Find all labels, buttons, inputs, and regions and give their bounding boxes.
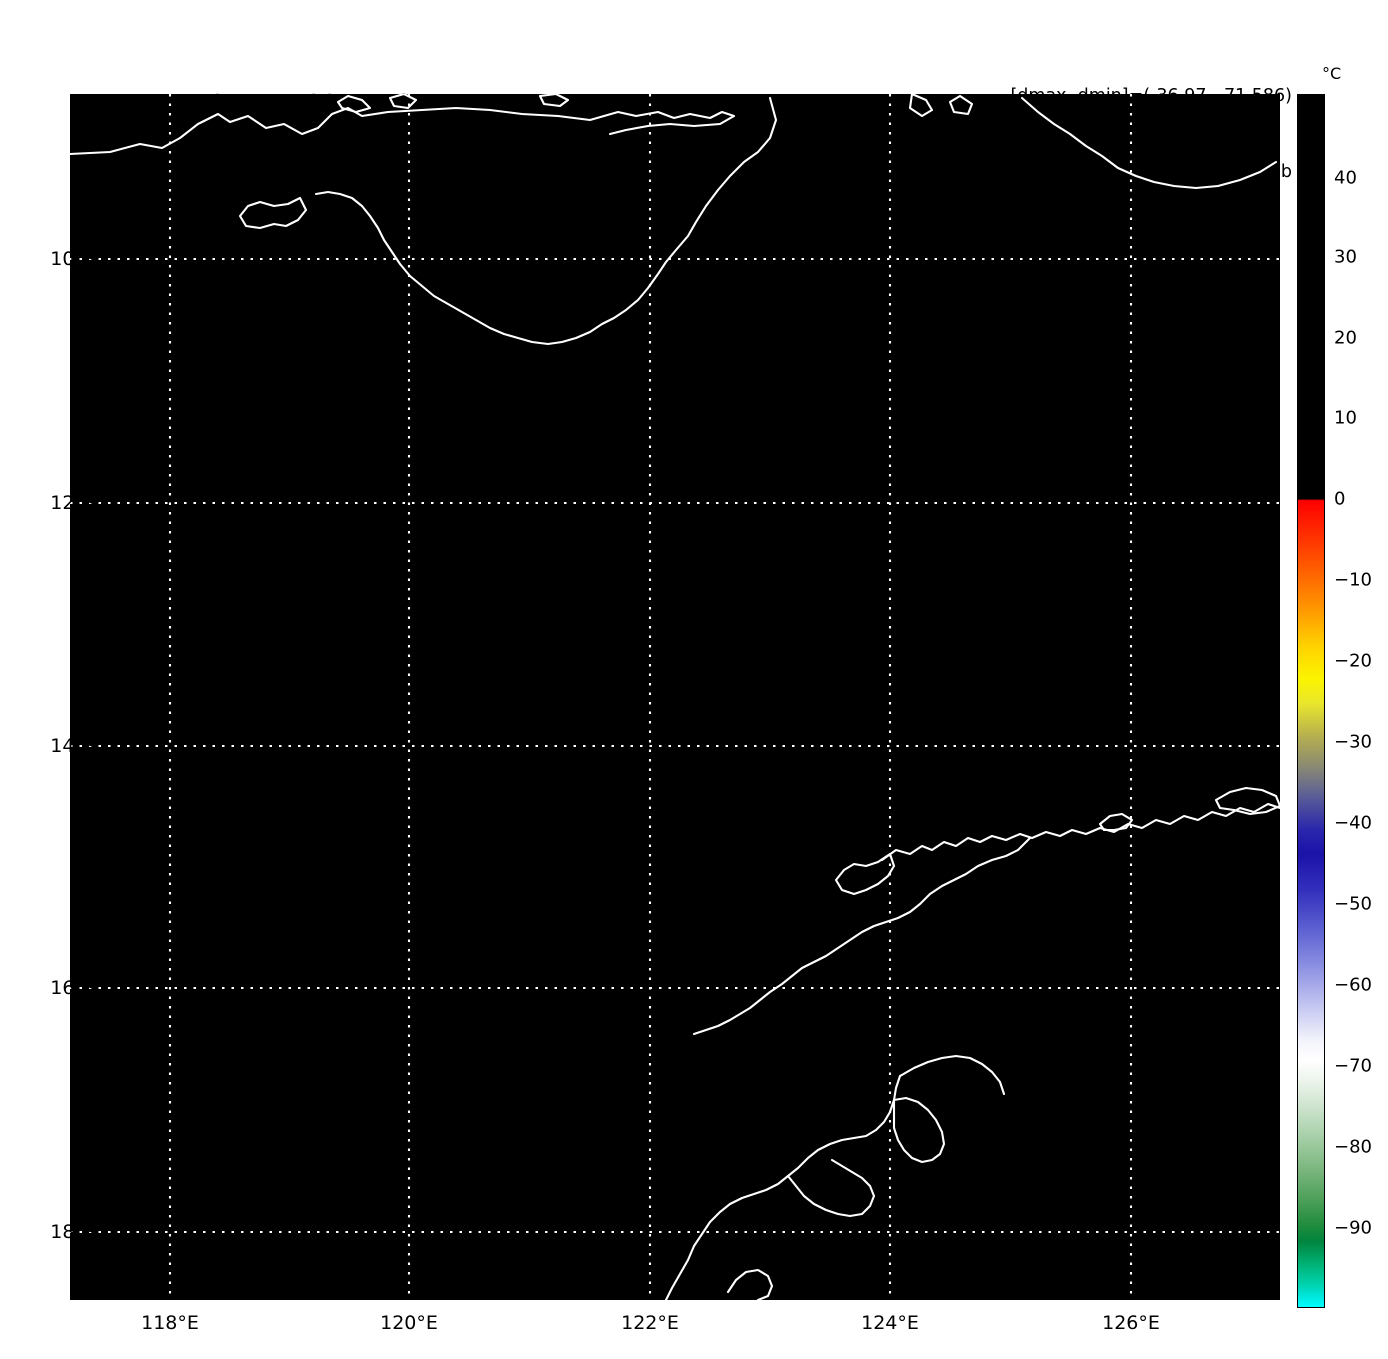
colorbar-tick-m80: −80 [1334,1136,1372,1158]
colorbar-tick-m10: −10 [1334,569,1372,591]
colorbar-tick-10: 10 [1334,407,1357,429]
colorbar-tick-m90: −90 [1334,1217,1372,1239]
temperature-colorbar [1297,94,1325,1308]
colorbar-tick-m30: −30 [1334,731,1372,753]
satellite-image-map: Copyright © 2020-2025 Dapiya [70,94,1280,1300]
colorbar-unit-label: °C [1322,64,1342,83]
lon-tick-124e: 124°E [861,1312,919,1334]
lon-tick-122e: 122°E [621,1312,679,1334]
lat-tick-12s: 12°S [50,492,96,514]
colorbar-tick-m40: −40 [1334,812,1372,834]
colorbar-tick-m20: −20 [1334,650,1372,672]
colorbar-tick-40: 40 [1334,167,1357,189]
colorbar-tick-m50: −50 [1334,893,1372,915]
lat-tick-18s: 18°S [50,1221,96,1243]
colorbar-tick-20: 20 [1334,327,1357,349]
lat-tick-16s: 16°S [50,977,96,999]
lon-tick-120e: 120°E [380,1312,438,1334]
colorbar-tick-30: 30 [1334,246,1357,268]
colorbar-tick-m60: −60 [1334,974,1372,996]
no-data-region-top [70,94,1280,180]
lon-tick-126e: 126°E [1102,1312,1160,1334]
lat-tick-10s: 10°S [50,248,96,270]
colorbar-tick-0: 0 [1334,488,1346,510]
lon-tick-118e: 118°E [141,1312,199,1334]
colorbar-tick-m70: −70 [1334,1055,1372,1077]
colorbar-gradient [1298,95,1324,1307]
lat-tick-14s: 14°S [50,735,96,757]
